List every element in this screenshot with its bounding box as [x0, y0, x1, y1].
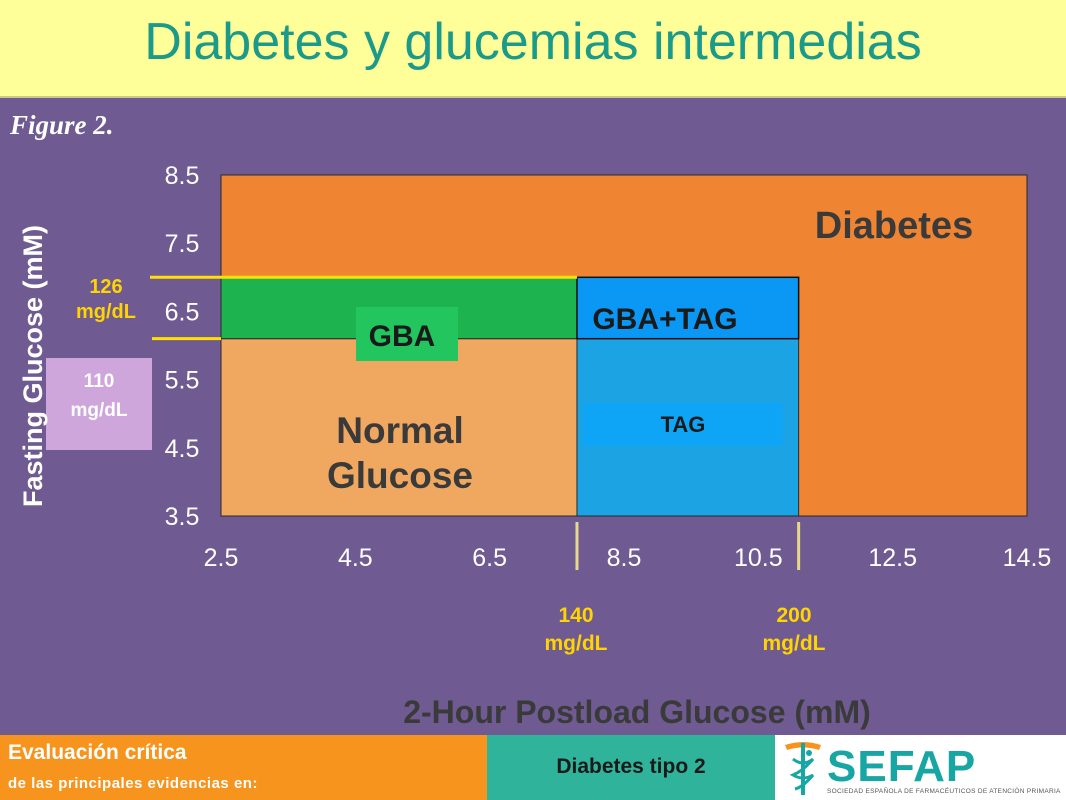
- threshold-200-label-line1: 200: [776, 604, 811, 627]
- x-axis-label: 2-Hour Postload Glucose (mM): [403, 694, 871, 730]
- y-tick-label: 6.5: [165, 298, 200, 326]
- region-diabetes-label: Diabetes: [815, 205, 973, 247]
- footer-title: Evaluación crítica: [8, 741, 187, 764]
- x-tick-label: 6.5: [472, 544, 507, 572]
- caduceus-icon: [785, 742, 821, 795]
- y-tick-label: 7.5: [165, 230, 200, 258]
- footer-subtitle: de las principales evidencias en:: [8, 775, 258, 792]
- threshold-126-label-line1: 126: [89, 276, 122, 298]
- tag-label-box: [583, 403, 783, 446]
- gba-label-box: [356, 307, 458, 361]
- threshold-110-label-line1: 110: [84, 371, 115, 392]
- region-normal-label-line1: Normal: [336, 410, 463, 451]
- y-tick-label: 5.5: [165, 367, 200, 395]
- threshold-140-label-line1: 140: [558, 604, 593, 627]
- y-axis-ticks: 3.5 4.5 5.5 6.5 7.5 8.5: [165, 162, 200, 531]
- region-gba-tag: [576, 276, 800, 340]
- x-tick-label: 8.5: [607, 544, 642, 572]
- gba-label: GBA: [369, 320, 436, 353]
- y-axis-label: Fasting Glucose (mM): [18, 225, 48, 507]
- figure-panel: Figure 2. Diabetes Normal Glucose GBA TA…: [0, 98, 1066, 735]
- footer-left: Evaluación crítica de las principales ev…: [0, 735, 487, 800]
- threshold-200-label-line2: mg/dL: [763, 632, 826, 655]
- region-normal-glucose: [220, 338, 578, 517]
- x-tick-label: 4.5: [338, 544, 373, 572]
- footer-topic-label: Diabetes tipo 2: [556, 755, 706, 778]
- logo-text: SEFAP: [827, 742, 977, 791]
- title-bar: Diabetes y glucemias intermedias: [0, 0, 1066, 98]
- y-tick-label: 3.5: [165, 503, 200, 531]
- y-tick-label: 4.5: [165, 435, 200, 463]
- page-title: Diabetes y glucemias intermedias: [144, 13, 922, 71]
- x-tick-label: 10.5: [734, 544, 783, 572]
- tag-label: TAG: [661, 412, 706, 437]
- footer-logo: SEFAP SOCIEDAD ESPAÑOLA DE FARMACÉUTICOS…: [775, 735, 1066, 800]
- y-tick-label: 8.5: [165, 162, 200, 190]
- x-tick-label: 12.5: [868, 544, 917, 572]
- figure-label: Figure 2.: [9, 110, 114, 140]
- region-normal-label-line2: Glucose: [327, 455, 473, 496]
- logo-subtext: SOCIEDAD ESPAÑOLA DE FARMACÉUTICOS DE AT…: [827, 788, 1061, 795]
- x-tick-label: 14.5: [1003, 544, 1052, 572]
- threshold-140-label-line2: mg/dL: [545, 632, 608, 655]
- glucose-region-chart: Figure 2. Diabetes Normal Glucose GBA TA…: [9, 110, 1052, 730]
- threshold-126-label-line2: mg/dL: [76, 301, 136, 323]
- x-tick-label: 2.5: [204, 544, 239, 572]
- x-axis-ticks: 2.5 4.5 6.5 8.5 10.5 12.5 14.5: [204, 544, 1052, 572]
- threshold-110-box: [46, 358, 152, 450]
- gba-tag-label: GBA+TAG: [592, 303, 737, 336]
- footer-topic: Diabetes tipo 2: [487, 735, 775, 800]
- threshold-110-label-line2: mg/dL: [71, 400, 128, 421]
